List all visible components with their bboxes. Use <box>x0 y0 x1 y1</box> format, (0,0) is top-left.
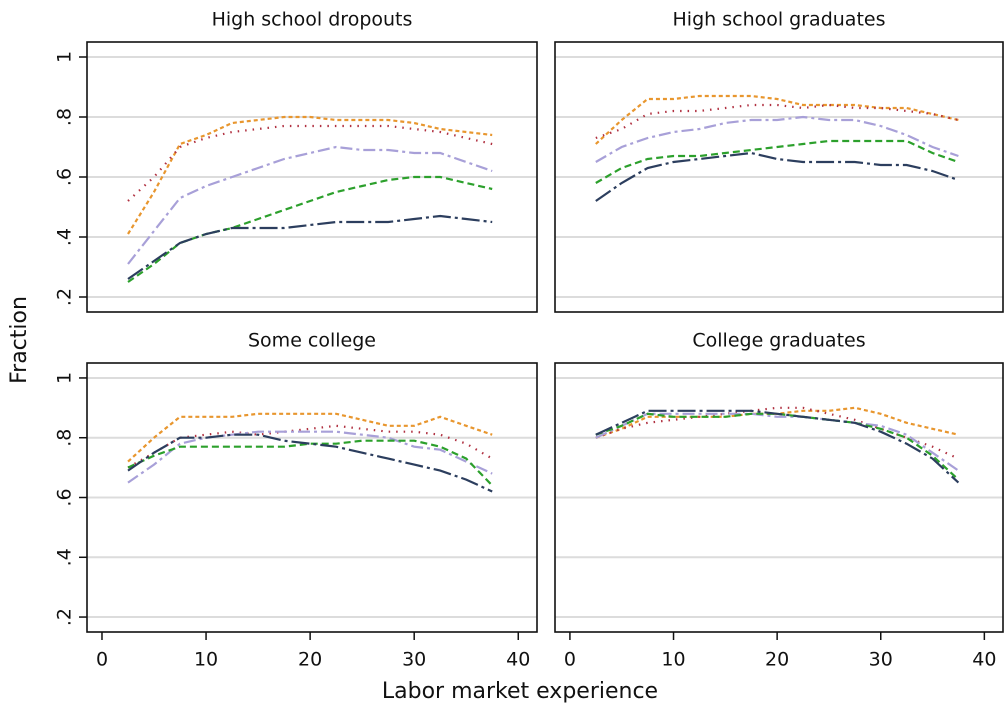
x-tick-label: 20 <box>298 649 322 671</box>
series-line <box>127 214 493 280</box>
panel-frame <box>86 41 538 313</box>
y-tick-label: 1 <box>54 51 76 63</box>
x-tick-label: 40 <box>972 649 996 671</box>
series-line <box>595 412 960 481</box>
series-line <box>595 139 959 184</box>
y-tick-label: .4 <box>54 548 76 566</box>
y-tick-label: .6 <box>54 168 76 186</box>
x-tick-label: 30 <box>402 649 426 671</box>
panel-frame <box>554 41 1004 313</box>
x-tick-label: 30 <box>869 649 893 671</box>
series-line <box>595 103 959 140</box>
y-tick-label: .4 <box>54 228 76 246</box>
x-tick-label: 40 <box>506 649 530 671</box>
series-line <box>127 124 493 202</box>
y-tick-label: .8 <box>54 108 76 126</box>
y-tick-label: .2 <box>54 288 76 306</box>
panel-frame <box>554 362 1004 633</box>
panel-title: Some college <box>248 330 376 352</box>
series-line <box>127 115 493 235</box>
x-tick-label: 0 <box>96 649 108 671</box>
series-line <box>595 151 959 202</box>
series-line <box>595 94 959 145</box>
series-line <box>127 412 493 463</box>
series-line <box>127 433 493 493</box>
x-tick-label: 10 <box>661 649 685 671</box>
panel-title: High school graduates <box>673 9 886 31</box>
series-line <box>127 439 493 487</box>
panel-frame <box>86 362 538 633</box>
series-line <box>127 175 493 283</box>
panel-title: High school dropouts <box>212 9 413 31</box>
x-tick-label: 20 <box>765 649 789 671</box>
panel-title: College graduates <box>692 330 865 352</box>
y-tick-label: .2 <box>54 608 76 626</box>
series-line <box>127 145 493 265</box>
series-line <box>127 430 493 484</box>
x-axis-label: Labor market experience <box>382 679 658 704</box>
series-line <box>595 412 960 472</box>
series-line <box>595 409 960 484</box>
y-tick-label: .6 <box>54 488 76 506</box>
x-tick-label: 0 <box>564 649 576 671</box>
x-tick-label: 10 <box>194 649 218 671</box>
y-tick-label: 1 <box>54 372 76 384</box>
y-tick-label: .8 <box>54 429 76 447</box>
y-axis-label: Fraction <box>7 296 32 384</box>
series-line <box>595 115 959 163</box>
